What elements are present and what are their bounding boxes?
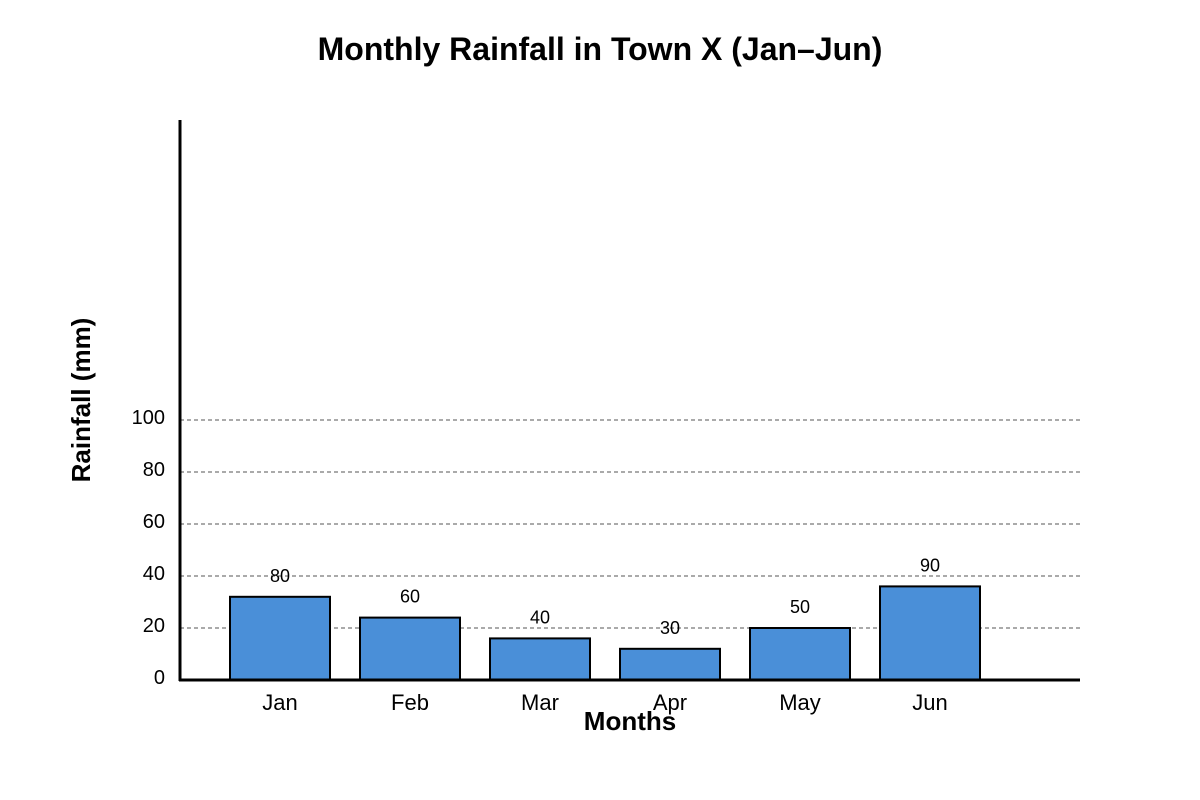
- x-axis-title: Months: [584, 706, 676, 736]
- y-tick-label: 20: [143, 615, 165, 637]
- data-label: 60: [400, 587, 420, 607]
- x-tick-label: Mar: [521, 690, 559, 715]
- y-tick-label: 100: [132, 407, 165, 429]
- chart-title: Monthly Rainfall in Town X (Jan–Jun): [318, 31, 883, 67]
- data-label: 30: [660, 618, 680, 638]
- data-label: 80: [270, 566, 290, 586]
- x-tick-label: Jun: [912, 690, 947, 715]
- x-tick-label: Jan: [262, 690, 297, 715]
- data-labels: 80 60 40 30 50 90: [270, 555, 940, 637]
- y-tick-label: 60: [143, 511, 165, 533]
- data-label: 40: [530, 607, 550, 627]
- x-tick-label: May: [779, 690, 821, 715]
- x-tick-label: Feb: [391, 690, 429, 715]
- y-tick-labels: 0 20 40 60 80 100: [132, 407, 165, 689]
- y-axis-title: Rainfall (mm): [66, 318, 96, 483]
- x-tick-labels: Jan Feb Mar Apr May Jun: [262, 690, 947, 715]
- y-tick-label: 40: [143, 563, 165, 585]
- bars: [229, 585, 981, 682]
- x-tick-label: Apr: [653, 690, 687, 715]
- data-label: 50: [790, 597, 810, 617]
- bar-may: [749, 627, 851, 681]
- y-tick-label: 0: [154, 667, 165, 689]
- bar-apr: [619, 647, 721, 681]
- bar-mar: [489, 637, 591, 682]
- bar-jun: [879, 585, 981, 682]
- y-tick-label: 80: [143, 459, 165, 481]
- bar-feb: [359, 616, 461, 681]
- data-label: 90: [920, 555, 940, 575]
- bar-jan: [229, 595, 331, 681]
